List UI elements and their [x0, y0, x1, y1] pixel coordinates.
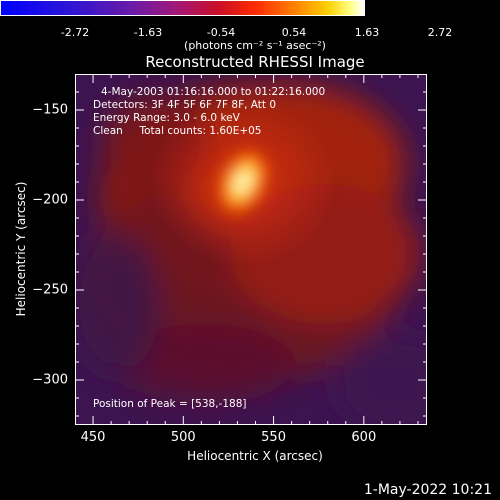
info-time: 4-May-2003 01:16:16.000 to 01:22:16.000 — [101, 86, 326, 98]
x-tick-label: 500 — [170, 430, 196, 445]
heatmap-peak — [218, 149, 268, 215]
colorbar-tick-label: 2.72 — [427, 26, 453, 39]
colorbar-tick-label: 0.54 — [281, 26, 307, 39]
y-axis-label: Heliocentric Y (arcsec) — [14, 181, 28, 317]
colorbar-tick-label: -1.63 — [133, 26, 163, 39]
y-tick-label: −200 — [32, 192, 68, 208]
footer-timestamp: 1-May-2022 10:21 — [363, 482, 492, 498]
plot-area — [75, 74, 427, 425]
x-axis-label: Heliocentric X (arcsec) — [187, 449, 323, 463]
colorbar — [0, 0, 365, 16]
chart-title: Reconstructed RHESSI Image — [145, 53, 365, 71]
x-tick-label: 450 — [80, 430, 106, 445]
info-detectors: Detectors: 3F 4F 5F 6F 7F 8F, Att 0 — [93, 99, 277, 111]
axis-ticks — [75, 74, 427, 425]
x-tick-label: 600 — [351, 430, 377, 445]
colorbar-tick-label: 1.63 — [354, 26, 380, 39]
plot-frame — [75, 74, 427, 425]
y-tick-label: −300 — [32, 372, 68, 388]
x-tick-label: 550 — [261, 430, 286, 445]
info-energy: Energy Range: 3.0 - 6.0 keV — [93, 112, 240, 124]
colorbar-unit: (photons cm⁻² s⁻¹ asec⁻²) — [184, 39, 326, 52]
colorbar-tick-label: -2.72 — [60, 26, 90, 39]
y-tick-label: −150 — [32, 102, 68, 118]
colorbar-tick-label: -0.54 — [206, 26, 236, 39]
y-tick-label: −250 — [32, 282, 68, 298]
info-peak: Position of Peak = [538,-188] — [93, 398, 247, 410]
info-clean: Clean Total counts: 1.60E+05 — [93, 125, 262, 137]
